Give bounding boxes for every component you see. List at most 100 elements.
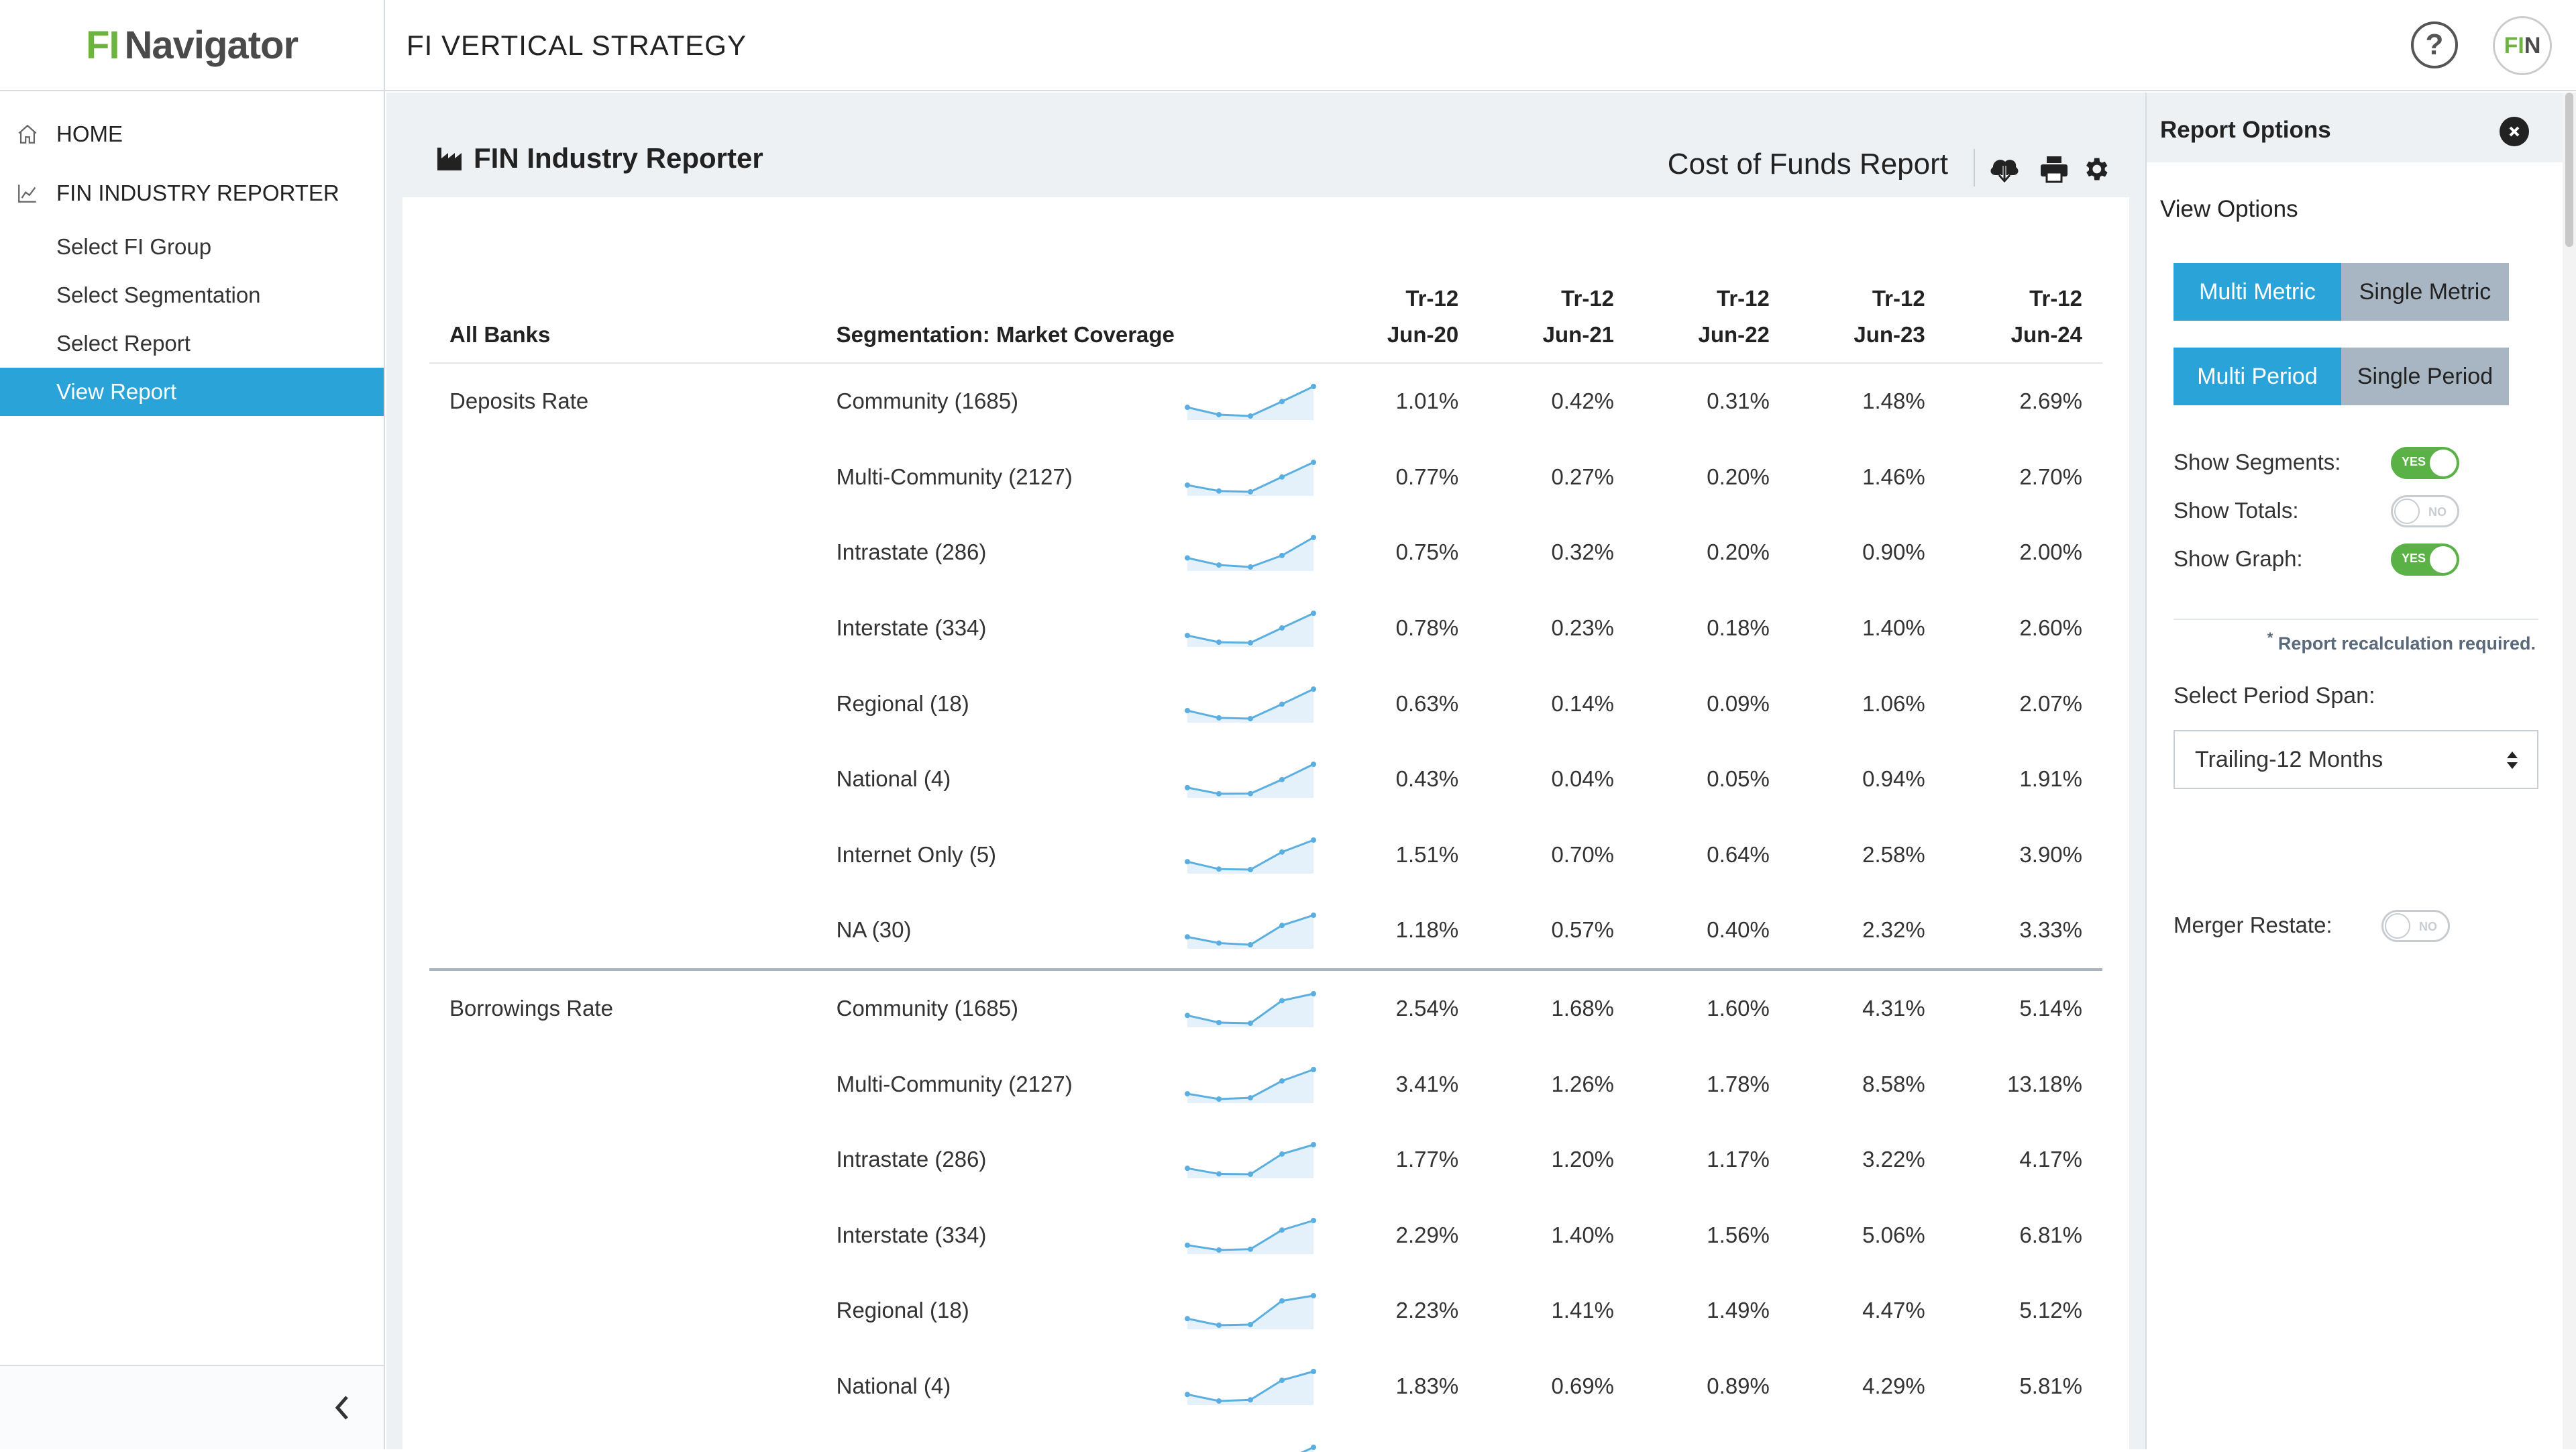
- header-period-2[interactable]: Tr-12 Jun-21: [1479, 244, 1635, 364]
- sparkline-point: [1279, 553, 1285, 559]
- header-period-1[interactable]: Tr-12 Jun-20: [1323, 244, 1479, 364]
- sparkline-point: [1216, 1398, 1222, 1404]
- sparkline-cell: [1183, 1198, 1324, 1274]
- value-cell: 2.60%: [2019, 615, 2082, 641]
- toggle-knob: [2385, 913, 2410, 939]
- print-icon: [2041, 156, 2068, 183]
- sidebar-subitem-view-report[interactable]: View Report: [0, 368, 384, 416]
- value-cell: 1.18%: [1395, 917, 1459, 943]
- chart-icon: [11, 180, 44, 207]
- help-button[interactable]: ?: [2411, 21, 2458, 68]
- table-row: Internet Only (5) 2.30%2.19%2.13%3.22%4.2…: [429, 1424, 2102, 1452]
- metric-cell: [429, 1198, 837, 1274]
- header-period-3[interactable]: Tr-12 Jun-22: [1634, 244, 1790, 364]
- toggle-knob: [2394, 499, 2420, 524]
- merger-restate-label: Merger Restate:: [2174, 913, 2332, 937]
- period-span-select[interactable]: Trailing-12 Months: [2174, 730, 2538, 789]
- metric-cell: [429, 1122, 837, 1198]
- period-mode-switch: Multi Period Single Period: [2174, 348, 2509, 405]
- sparkline-cell: [1183, 1046, 1324, 1122]
- segment-cell: Intrastate (286): [836, 539, 987, 565]
- sidebar-subitem-select-segmentation[interactable]: Select Segmentation: [56, 282, 261, 307]
- multi-metric-button[interactable]: Multi Metric: [2174, 263, 2341, 321]
- value-cell: 0.27%: [1551, 464, 1615, 489]
- table-row: Internet Only (5) 1.51% 0.70% 0.64% 2.58% 3.9…: [429, 817, 2102, 893]
- sparkline: [1184, 762, 1316, 798]
- sparkline-area: [1302, 1447, 1313, 1452]
- show-segments-toggle[interactable]: YES: [2391, 447, 2459, 479]
- sidebar-item-fin-industry-reporter[interactable]: FIN INDUSTRY REPORTER: [0, 164, 384, 223]
- sidebar-item-fin-industry-reporter-label: FIN INDUSTRY REPORTER: [56, 180, 339, 205]
- show-segments-label: Show Segments:: [2174, 450, 2341, 474]
- print-button[interactable]: [2037, 153, 2072, 185]
- scrollbar-thumb[interactable]: [2565, 93, 2573, 247]
- sparkline-point: [1310, 1066, 1316, 1072]
- single-period-button[interactable]: Single Period: [2341, 348, 2509, 405]
- header-period-5[interactable]: Tr-12 Jun-24: [1945, 244, 2102, 364]
- table-row: Multi-Community (2127) 0.77% 0.27% 0.20% 1.4…: [429, 439, 2102, 515]
- sidebar-item-home[interactable]: HOME: [0, 105, 384, 164]
- value-cell: 0.63%: [1395, 690, 1459, 716]
- header-segmentation: Segmentation: Market Coverage: [836, 244, 1183, 364]
- sparkline-point: [1310, 837, 1316, 843]
- value-cell: 6.81%: [2019, 1222, 2082, 1247]
- download-button[interactable]: [1987, 153, 2022, 185]
- table-row: Regional (18) 0.63% 0.14% 0.09% 1.06% 2.07%: [429, 666, 2102, 741]
- value-cell: 0.32%: [1551, 539, 1615, 565]
- sparkline-point: [1184, 405, 1190, 411]
- show-graph-toggle[interactable]: YES: [2391, 543, 2459, 576]
- sparkline-area: [1187, 462, 1313, 496]
- fi-navigator-logo[interactable]: FI Navigator: [0, 0, 384, 91]
- single-metric-button[interactable]: Single Metric: [2341, 263, 2509, 321]
- value-cell: 3.90%: [2019, 841, 2082, 867]
- metric-cell: [429, 817, 837, 893]
- toggle-knob: [2430, 546, 2457, 573]
- metric-cell: [429, 1046, 837, 1122]
- value-cell: 0.43%: [1395, 766, 1459, 792]
- sparkline: [1184, 535, 1316, 572]
- header-period-4[interactable]: Tr-12 Jun-23: [1789, 244, 1945, 364]
- sparkline-point: [1279, 923, 1285, 929]
- report-options-header: Report Options: [2147, 93, 2563, 162]
- show-totals-toggle[interactable]: NO: [2391, 495, 2459, 527]
- user-avatar[interactable]: FI N: [2493, 16, 2552, 75]
- table-row: Deposits Rate Community (1685) 1.01% 0.42% 0…: [429, 363, 2102, 439]
- value-cell: 2.29%: [1395, 1222, 1459, 1247]
- recalc-note-text: Report recalculation required.: [2277, 633, 2536, 654]
- panel-scrollbar[interactable]: [2563, 93, 2576, 1449]
- settings-button[interactable]: [2078, 153, 2113, 185]
- sparkline: [1184, 1142, 1316, 1179]
- value-cell: 0.70%: [1551, 841, 1615, 867]
- sidebar-subitem-select-fi-group[interactable]: Select FI Group: [56, 234, 212, 259]
- sparkline-line: [1299, 1446, 1314, 1452]
- segment-cell: Internet Only (5): [836, 841, 997, 867]
- segment-cell: Regional (18): [836, 690, 969, 716]
- cloud-download-icon: [1990, 160, 2019, 184]
- collapse-sidebar-button[interactable]: [327, 1393, 357, 1422]
- value-cell: 1.83%: [1395, 1373, 1459, 1399]
- report-name: Cost of Funds Report: [1667, 148, 1948, 180]
- value-cell: 1.26%: [1551, 1071, 1615, 1096]
- sparkline-area: [1187, 688, 1313, 723]
- value-cell: 1.48%: [1862, 388, 1925, 414]
- close-panel-button[interactable]: [2500, 117, 2529, 146]
- multi-period-button[interactable]: Multi Period: [2174, 348, 2341, 405]
- segment-cell: Interstate (334): [836, 1222, 987, 1247]
- home-icon: [11, 121, 44, 148]
- value-cell: 0.42%: [1551, 388, 1615, 414]
- sidebar-subitem-select-report[interactable]: Select Report: [56, 331, 191, 356]
- value-cell: 4.29%: [1862, 1373, 1925, 1399]
- report-title: FIN Industry Reporter: [436, 142, 763, 174]
- value-cell: 5.14%: [1945, 968, 2102, 1047]
- value-cell: 0.20%: [1707, 539, 1770, 565]
- merger-restate-toggle[interactable]: NO: [2381, 910, 2450, 942]
- value-cell: 0.90%: [1862, 539, 1925, 565]
- sparkline-area: [1187, 1145, 1313, 1179]
- recalc-asterisk: *: [2267, 629, 2273, 646]
- metric-cell: [429, 741, 837, 817]
- sparkline-area: [1187, 386, 1313, 421]
- sparkline-point: [1247, 640, 1253, 646]
- value-cell: 1.40%: [1862, 615, 1925, 641]
- sparkline: [1184, 1217, 1316, 1254]
- sparkline-point: [1310, 535, 1316, 541]
